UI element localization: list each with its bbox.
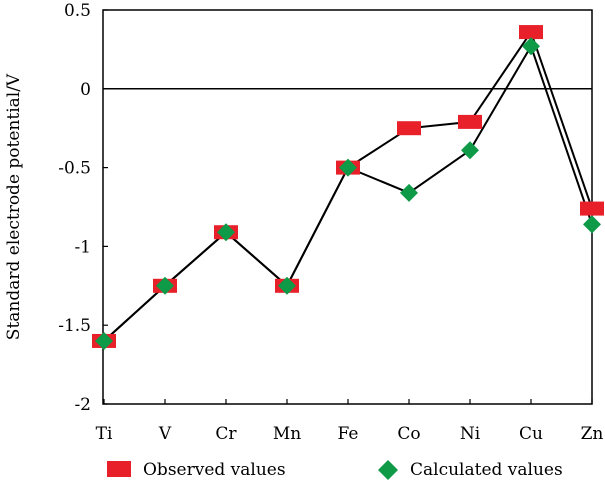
x-tick-label: Cr bbox=[215, 424, 237, 444]
observed-point bbox=[580, 201, 604, 216]
calculated-point bbox=[583, 215, 601, 234]
x-tick-label: Fe bbox=[338, 424, 359, 444]
x-tick-label: Ni bbox=[460, 424, 481, 444]
calculated-point bbox=[461, 141, 479, 160]
y-tick-label: -1 bbox=[74, 237, 91, 257]
x-tick-label: Zn bbox=[581, 424, 604, 444]
calculated-point bbox=[400, 183, 418, 202]
calculated-point bbox=[217, 223, 235, 242]
y-tick-label: -0.5 bbox=[58, 159, 91, 179]
x-tick-label: Co bbox=[397, 424, 420, 444]
series-lines-layer bbox=[103, 29, 593, 342]
y-tick-label: -1.5 bbox=[58, 316, 91, 336]
legend: Observed values Calculated values bbox=[107, 460, 563, 480]
legend-observed-swatch bbox=[107, 461, 131, 477]
observed-point bbox=[458, 114, 482, 129]
y-axis-title: Standard electrode potential/V bbox=[4, 73, 24, 340]
calculated-point bbox=[278, 276, 296, 295]
y-tick-label: -2 bbox=[74, 395, 91, 415]
calculated-point bbox=[339, 158, 357, 177]
legend-calculated-swatch bbox=[378, 460, 398, 480]
calculated-point bbox=[95, 331, 113, 350]
y-tick-label: 0 bbox=[80, 80, 91, 100]
labels-layer: 0.5 0 -0.5 -1 -1.5 -2Ti V Cr Mn Fe Co Ni Cu Zn Standar… bbox=[4, 1, 603, 444]
x-tick-label: Cu bbox=[519, 424, 543, 444]
legend-observed-label: Observed values bbox=[143, 460, 286, 480]
calculated-point bbox=[156, 276, 174, 295]
markers-layer bbox=[92, 25, 604, 350]
x-tick-label: Mn bbox=[273, 424, 301, 444]
x-tick-label: V bbox=[158, 424, 172, 444]
calculated-point bbox=[522, 37, 540, 56]
series-line-calculated bbox=[103, 43, 593, 342]
series-line-observed bbox=[103, 29, 593, 342]
y-tick-label: 0.5 bbox=[64, 1, 91, 21]
legend-calculated-label: Calculated values bbox=[410, 460, 563, 480]
x-tick-label: Ti bbox=[96, 424, 113, 444]
observed-point bbox=[519, 25, 543, 40]
observed-point bbox=[397, 121, 421, 136]
